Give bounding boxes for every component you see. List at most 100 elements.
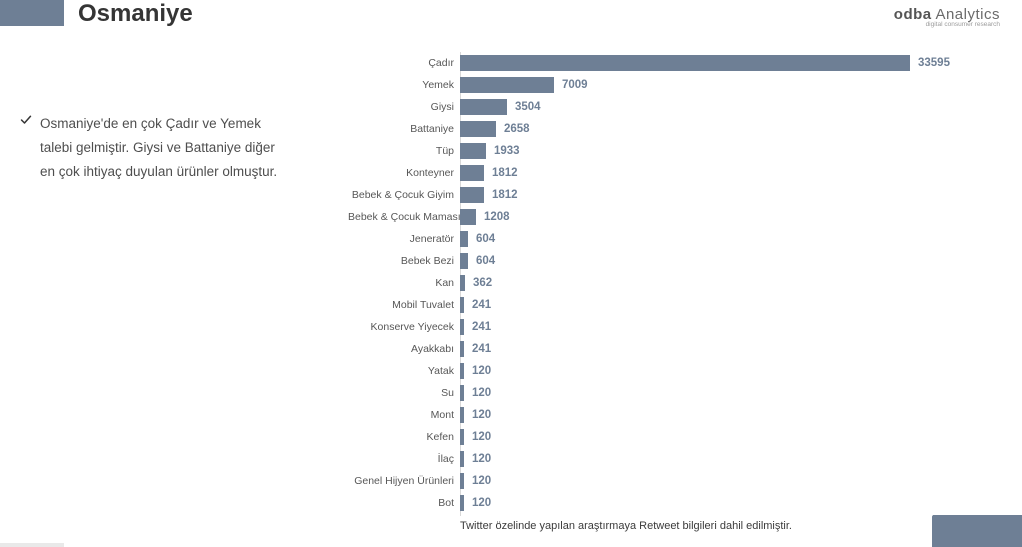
chart-row: Yemek7009 — [348, 74, 988, 96]
chart-row-label: Çadır — [348, 57, 460, 69]
chart-bar — [460, 209, 476, 225]
chart-row: İlaç 120 — [348, 448, 988, 470]
chart-row: Kefen 120 — [348, 426, 988, 448]
chart-bar — [460, 319, 464, 335]
brand-logo: odba Analytics digital consumer research — [894, 6, 1000, 28]
chart-row-label: Genel Hijyen Ürünleri — [348, 475, 460, 487]
chart-row: Ayakkabı 241 — [348, 338, 988, 360]
chart-bar-value: 241 — [472, 343, 491, 355]
insight-text: Osmaniye'de en çok Çadır ve Yemek talebi… — [40, 112, 280, 184]
chart-bar-value: 120 — [472, 475, 491, 487]
chart-bar-value: 33595 — [918, 57, 950, 69]
chart-row: Mont 120 — [348, 404, 988, 426]
chart-bar-track: 33595 — [460, 55, 988, 71]
chart-bar-track: 241 — [460, 297, 988, 313]
chart-bar — [460, 473, 464, 489]
bottom-right-corner-shape — [932, 497, 1022, 547]
chart-bar — [460, 231, 468, 247]
chart-row: Bebek Bezi 604 — [348, 250, 988, 272]
chart-row: Kan 362 — [348, 272, 988, 294]
chart-row-label: Konserve Yiyecek — [348, 321, 460, 333]
insight-bullet: Osmaniye'de en çok Çadır ve Yemek talebi… — [20, 112, 280, 184]
page-title: Osmaniye — [78, 0, 193, 28]
chart-row-label: Bebek & Çocuk Maması — [348, 211, 460, 223]
chart-row-label: Mont — [348, 409, 460, 421]
chart-footnote: Twitter özelinde yapılan araştırmaya Ret… — [460, 520, 792, 532]
chart-bar — [460, 451, 464, 467]
chart-bar-track: 120 — [460, 363, 988, 379]
chart-bar-value: 604 — [476, 255, 495, 267]
chart-row: Bebek & Çocuk Giyim1812 — [348, 184, 988, 206]
chart-bar-value: 120 — [472, 409, 491, 421]
chart-bar — [460, 253, 468, 269]
chart-bar — [460, 495, 464, 511]
chart-row-label: Kefen — [348, 431, 460, 443]
chart-bar-track: 1812 — [460, 187, 988, 203]
chart-row: Tüp 1933 — [348, 140, 988, 162]
chart-row: Konteyner1812 — [348, 162, 988, 184]
chart-row-label: Yatak — [348, 365, 460, 377]
chart-row-label: Tüp — [348, 145, 460, 157]
chart-bar — [460, 363, 464, 379]
chart-row: Su120 — [348, 382, 988, 404]
chart-bar-track: 120 — [460, 495, 988, 511]
chart-bar — [460, 385, 464, 401]
chart-row-label: Kan — [348, 277, 460, 289]
chart-bar — [460, 187, 484, 203]
chart-row-label: Mobil Tuvalet — [348, 299, 460, 311]
chart-bar — [460, 55, 910, 71]
chart-bar-value: 120 — [472, 431, 491, 443]
chart-bar-value: 120 — [472, 365, 491, 377]
chart-row: Çadır 33595 — [348, 52, 988, 74]
chart-bar-track: 241 — [460, 319, 988, 335]
chart-row: Bebek & Çocuk Maması1208 — [348, 206, 988, 228]
chart-bar-value: 120 — [472, 453, 491, 465]
chart-row-label: Jeneratör — [348, 233, 460, 245]
chart-bar-track: 120 — [460, 473, 988, 489]
chart-bar — [460, 429, 464, 445]
chart-row: Bot120 — [348, 492, 988, 514]
chart-row-label: Su — [348, 387, 460, 399]
chart-row-label: Bebek Bezi — [348, 255, 460, 267]
chart-row: Yatak 120 — [348, 360, 988, 382]
bottom-left-edge — [0, 543, 64, 547]
chart-row: Genel Hijyen Ürünleri 120 — [348, 470, 988, 492]
chart-bar-track: 604 — [460, 253, 988, 269]
chart-bar-value: 241 — [472, 299, 491, 311]
chart-bar-track: 7009 — [460, 77, 988, 93]
chart-bar-track: 1812 — [460, 165, 988, 181]
chart-bar-value: 362 — [473, 277, 492, 289]
chart-bar-track: 241 — [460, 341, 988, 357]
chart-bar-track: 3504 — [460, 99, 988, 115]
chart-bar-track: 1933 — [460, 143, 988, 159]
chart-row-label: Ayakkabı — [348, 343, 460, 355]
chart-bar-value: 3504 — [515, 101, 541, 113]
chart-bar — [460, 297, 464, 313]
chart-bar-value: 1933 — [494, 145, 520, 157]
chart-row-label: İlaç — [348, 453, 460, 465]
chart-bar-track: 120 — [460, 407, 988, 423]
chart-row-label: Giysi — [348, 101, 460, 113]
horizontal-bar-chart: Çadır 33595 Yemek7009 Giysi 3504 Battaniye 265… — [348, 52, 988, 514]
chart-bar-track: 120 — [460, 385, 988, 401]
chart-row: Jeneratör604 — [348, 228, 988, 250]
chart-bar-value: 1812 — [492, 189, 518, 201]
chart-bar-track: 362 — [460, 275, 988, 291]
chart-row: Battaniye 2658 — [348, 118, 988, 140]
chart-bar-track: 120 — [460, 429, 988, 445]
chart-bar-track: 2658 — [460, 121, 988, 137]
chart-row-label: Bot — [348, 497, 460, 509]
chart-bar-value: 2658 — [504, 123, 530, 135]
chart-row-label: Battaniye — [348, 123, 460, 135]
chart-row: Mobil Tuvalet 241 — [348, 294, 988, 316]
chart-bar-value: 241 — [472, 321, 491, 333]
chart-bar — [460, 77, 554, 93]
chart-bar — [460, 165, 484, 181]
chart-row: Konserve Yiyecek 241 — [348, 316, 988, 338]
chart-bar — [460, 341, 464, 357]
chart-bar — [460, 143, 486, 159]
chart-bar-value: 1812 — [492, 167, 518, 179]
chart-bar-track: 120 — [460, 451, 988, 467]
chart-bar — [460, 407, 464, 423]
chart-bar — [460, 121, 496, 137]
